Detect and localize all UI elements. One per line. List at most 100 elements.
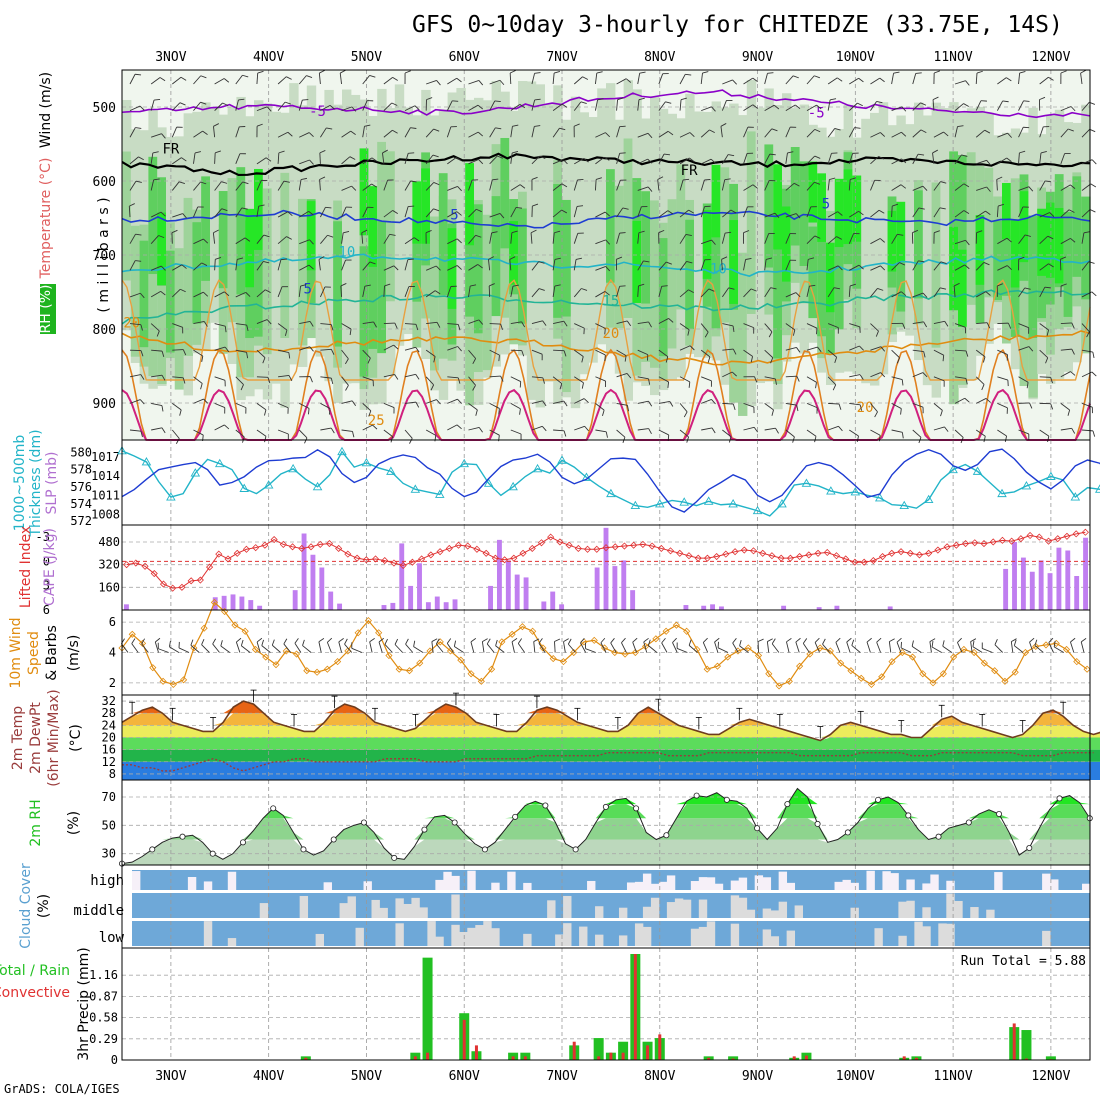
wind-barb — [637, 132, 653, 139]
precip-convective-bar — [658, 1034, 662, 1060]
wind-barb — [827, 77, 843, 85]
wind-barb — [1039, 180, 1052, 191]
wind-barb — [214, 257, 222, 271]
wind-barb — [637, 230, 645, 244]
wind-barb — [150, 77, 166, 85]
pressure-tick: 900 — [93, 397, 116, 412]
wind-barb — [743, 288, 757, 298]
cloud-fill — [930, 874, 939, 890]
wind-barb — [891, 71, 900, 85]
cape-bar — [612, 566, 618, 610]
rh-shading — [465, 163, 475, 246]
wind-barb — [319, 206, 332, 218]
wind-barb — [701, 106, 716, 112]
wind-barb — [425, 376, 435, 391]
cloud-fill — [762, 929, 772, 946]
li-marker — [685, 552, 693, 560]
wind-barb — [933, 320, 949, 327]
wind-barb — [848, 233, 860, 244]
cloud-fill — [187, 877, 197, 890]
wind-barb — [743, 257, 752, 271]
thickness-marker — [752, 505, 763, 515]
wind-barb — [870, 265, 886, 271]
li-marker — [132, 559, 140, 567]
wind-barb — [657, 176, 664, 191]
wind-barb — [489, 402, 500, 415]
wind10m-barb — [876, 637, 882, 653]
thickness-marker — [337, 446, 347, 456]
wind-barb — [468, 131, 484, 138]
wind-barb — [1060, 371, 1076, 378]
wind10m-barb — [384, 638, 393, 653]
li-marker — [196, 576, 204, 584]
li-marker — [805, 551, 813, 559]
cape-bar — [257, 605, 263, 610]
wind-marker — [1011, 668, 1019, 676]
wind-barb — [531, 261, 545, 271]
wind-barb — [616, 78, 632, 85]
rh-shading — [368, 227, 378, 349]
wind-barb — [616, 373, 632, 379]
wind-marker — [652, 635, 660, 643]
rh-marker — [905, 812, 912, 819]
wind-marker — [231, 621, 239, 629]
wind10m-barb — [533, 638, 540, 653]
wind-barb — [996, 203, 1005, 218]
precip-convective-bar — [572, 1041, 576, 1060]
precip-convective-bar — [621, 1052, 625, 1060]
li-marker — [906, 549, 914, 557]
wind-barb — [488, 283, 495, 297]
wind-barb — [997, 265, 1012, 271]
li-marker — [261, 541, 269, 549]
rh-shading — [394, 84, 405, 346]
wind-barb — [658, 285, 668, 298]
precip-total-bar — [1045, 1056, 1056, 1060]
wind-barb — [954, 264, 970, 271]
wind-barb — [806, 346, 822, 353]
wind-barb — [616, 285, 626, 298]
wind-barb — [891, 184, 907, 191]
rh-shading — [729, 234, 739, 403]
date-label-top: 7NOV — [546, 50, 577, 65]
wind-barb — [891, 349, 900, 364]
wind-barb — [743, 126, 754, 138]
wind-barb — [193, 75, 207, 85]
rh-marker — [875, 796, 882, 803]
cloud-fill — [459, 932, 468, 946]
thickness-marker — [166, 492, 176, 501]
cloud-level-label: low — [99, 930, 125, 946]
wind-barb — [341, 259, 352, 271]
rh-marker — [602, 803, 609, 810]
slp-tick: 1017 — [91, 450, 120, 464]
wind-barb — [785, 104, 801, 112]
cloud-fill — [906, 879, 915, 890]
wind-barb — [341, 400, 357, 407]
wind-barb — [277, 236, 292, 245]
wind-barb — [151, 427, 166, 434]
wind-barb — [150, 151, 159, 164]
li-marker — [777, 554, 785, 562]
li-marker — [768, 552, 776, 560]
precip-convective-bar — [304, 1057, 308, 1060]
rh-shading — [1037, 208, 1047, 276]
li-marker — [998, 536, 1006, 544]
wind-barb — [976, 291, 991, 298]
wind10m-barb — [1013, 639, 1024, 653]
cape-bar — [488, 585, 493, 610]
cloud-fill — [682, 899, 692, 918]
cape-bar — [230, 594, 236, 610]
rh-shading — [359, 148, 369, 236]
wind-barb — [1038, 96, 1046, 111]
cape-bar — [514, 574, 520, 610]
wind-barb — [341, 130, 356, 138]
wind-marker — [446, 647, 455, 655]
wind-barb — [256, 204, 265, 218]
wind-barb — [849, 77, 864, 85]
wind10m-barb — [256, 637, 263, 653]
wind-barb — [509, 70, 516, 85]
wind-barb — [1081, 323, 1090, 338]
rh-tick: 30 — [102, 847, 116, 861]
wind-barb — [743, 323, 755, 334]
wind-barb — [891, 131, 907, 138]
cape-bar — [496, 539, 502, 610]
